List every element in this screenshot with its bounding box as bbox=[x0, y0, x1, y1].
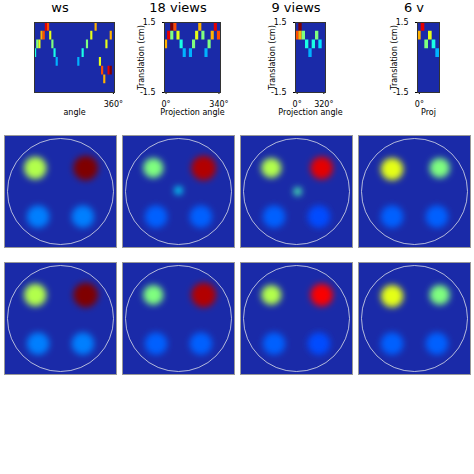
svg-text:360°: 360° bbox=[104, 100, 123, 109]
svg-text:Translation (cm): Translation (cm) bbox=[390, 25, 399, 91]
svg-text:Proj: Proj bbox=[421, 108, 436, 117]
svg-text:0°: 0° bbox=[161, 100, 171, 110]
svg-text:1.5: 1.5 bbox=[142, 18, 156, 28]
svg-text:320°: 320° bbox=[314, 100, 334, 110]
svg-text:Projection angle: Projection angle bbox=[278, 108, 342, 117]
html-text:ws: ws bbox=[51, 0, 69, 15]
html-text:9 views: 9 views bbox=[271, 0, 321, 15]
svg-text:Translation (cm): Translation (cm) bbox=[137, 25, 146, 91]
html-text:6 v: 6 v bbox=[403, 0, 424, 15]
svg-text:-1.5: -1.5 bbox=[139, 88, 156, 98]
svg-text:Translation (cm): Translation (cm) bbox=[268, 25, 277, 91]
svg-text:340°: 340° bbox=[209, 100, 229, 110]
svg-text:Projection angle: Projection angle bbox=[160, 108, 224, 117]
html-text:18 views: 18 views bbox=[149, 0, 207, 15]
svg-text:0°: 0° bbox=[292, 100, 302, 110]
svg-text:1.5: 1.5 bbox=[273, 18, 287, 28]
svg-text:-1.5: -1.5 bbox=[392, 88, 409, 98]
svg-text:-1.5: -1.5 bbox=[270, 88, 287, 98]
svg-text:1.5: 1.5 bbox=[395, 18, 409, 28]
svg-text:angle: angle bbox=[63, 108, 85, 117]
svg-text:0°: 0° bbox=[414, 100, 424, 110]
